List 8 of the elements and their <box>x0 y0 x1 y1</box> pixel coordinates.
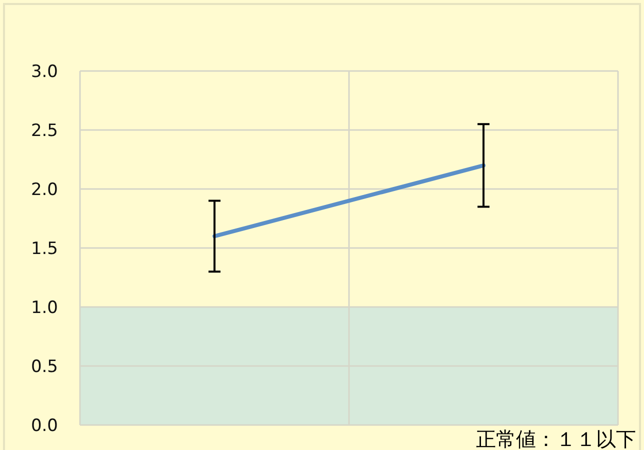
y-tick-label: 1.5 <box>30 239 58 259</box>
y-tick-label: 2.5 <box>30 121 58 141</box>
y-tick-label: 0.5 <box>30 357 58 377</box>
y-tick-label: 1.0 <box>30 298 58 318</box>
y-tick-label: 2.0 <box>30 180 58 200</box>
y-tick-label: 3.0 <box>30 62 58 82</box>
y-tick-label: 0.0 <box>30 416 58 436</box>
text: 正常値：１１以下 <box>476 427 636 450</box>
